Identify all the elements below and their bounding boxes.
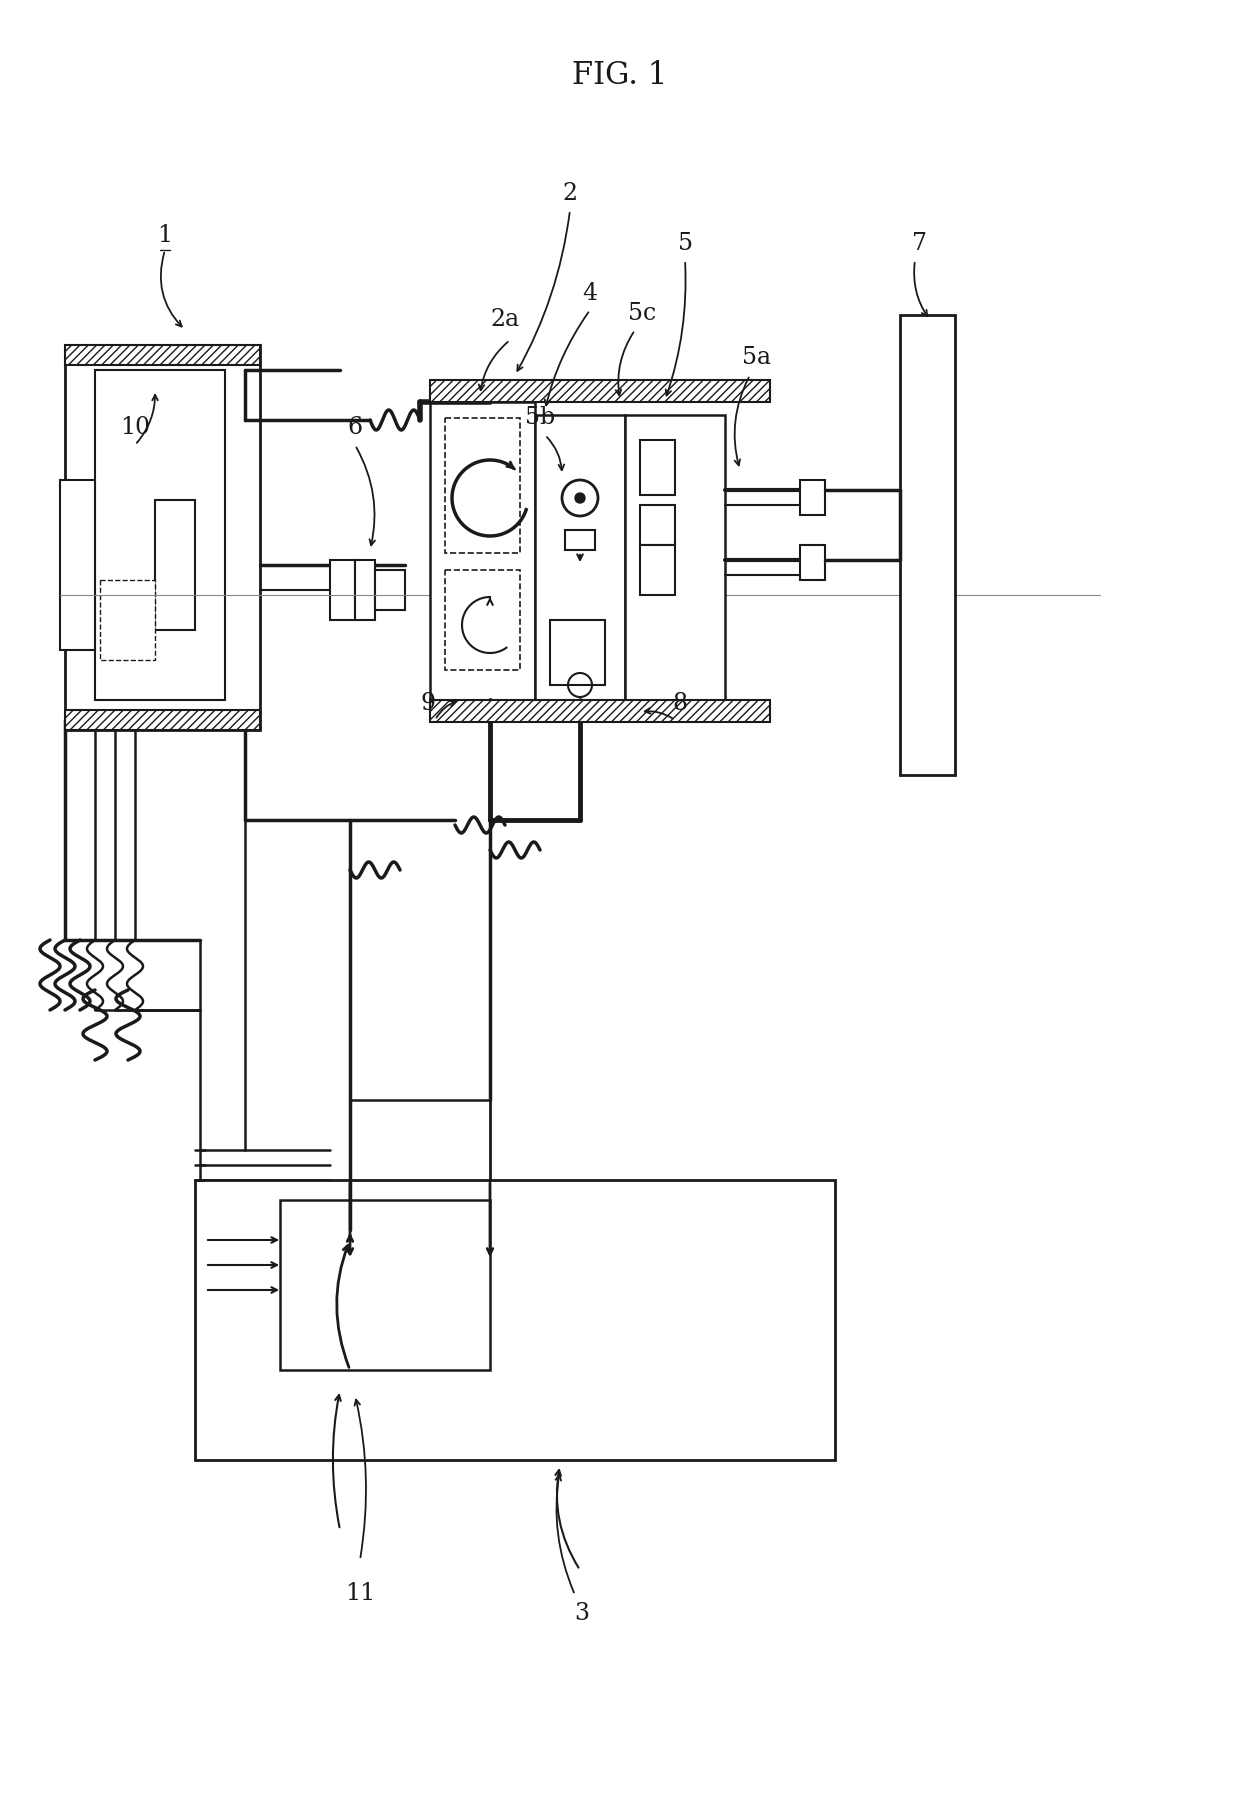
Bar (195, 1180, 835, 1460)
Bar (64, 344, 260, 730)
Text: 2: 2 (563, 181, 578, 204)
Bar (800, 481, 825, 515)
Bar (640, 545, 675, 595)
Text: 8: 8 (672, 692, 687, 714)
Text: 5a: 5a (742, 346, 770, 369)
Bar (95, 369, 224, 699)
Text: 7: 7 (913, 231, 928, 255)
Bar (330, 559, 355, 620)
Bar (280, 1200, 490, 1370)
Text: 5b: 5b (525, 407, 556, 430)
Text: 6: 6 (347, 416, 362, 439)
Bar (374, 570, 405, 610)
Text: 3: 3 (574, 1601, 589, 1624)
Text: 5: 5 (677, 231, 692, 255)
Text: 2a: 2a (491, 308, 520, 332)
Bar (430, 699, 770, 723)
Text: 5c: 5c (627, 301, 656, 325)
Text: 11: 11 (345, 1581, 376, 1605)
Bar (100, 579, 155, 660)
Bar (534, 414, 625, 699)
Text: FIG. 1: FIG. 1 (573, 59, 667, 90)
Text: 9: 9 (420, 692, 435, 714)
Bar (64, 710, 260, 730)
Bar (640, 506, 675, 545)
Bar (445, 570, 520, 671)
Bar (64, 344, 260, 366)
Bar (60, 481, 95, 651)
Bar (430, 402, 534, 699)
Bar (155, 500, 195, 629)
Bar (565, 531, 595, 550)
Bar (551, 620, 605, 685)
Bar (430, 380, 770, 402)
Bar (355, 559, 374, 620)
Text: 4: 4 (583, 282, 598, 305)
Bar (445, 418, 520, 552)
Bar (800, 545, 825, 579)
Bar (900, 316, 955, 775)
Bar (625, 414, 725, 699)
Text: 10: 10 (120, 416, 150, 439)
Bar (640, 439, 675, 495)
Circle shape (575, 493, 585, 504)
Text: 1: 1 (157, 224, 172, 246)
